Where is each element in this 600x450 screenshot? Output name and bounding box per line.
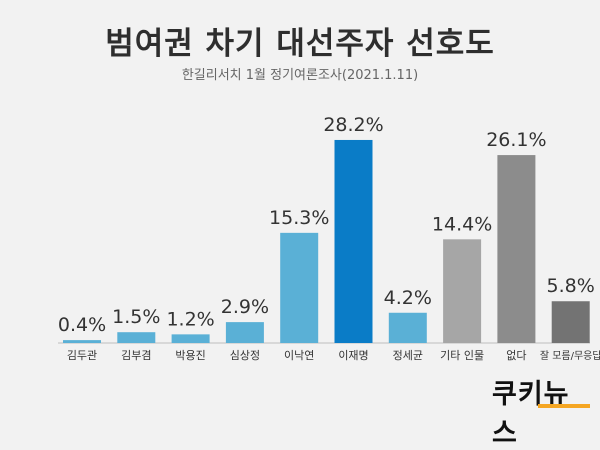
category-label-2: 김부겸 bbox=[121, 349, 151, 362]
bar-10 bbox=[551, 301, 590, 343]
bar-4 bbox=[225, 322, 264, 343]
bar-6 bbox=[334, 139, 373, 343]
value-label-8: 14.4% bbox=[432, 213, 492, 235]
category-label-7: 정세균 bbox=[393, 349, 423, 362]
value-label-4: 2.9% bbox=[221, 296, 269, 318]
bar-5 bbox=[280, 232, 319, 343]
bar-9 bbox=[497, 155, 536, 343]
category-label-4: 심상정 bbox=[230, 349, 260, 362]
logo: 쿠키뉴스 bbox=[492, 379, 570, 449]
value-label-10: 5.8% bbox=[547, 275, 595, 297]
bar-3 bbox=[171, 334, 210, 343]
value-label-5: 15.3% bbox=[269, 207, 329, 229]
category-label-1: 김두관 bbox=[67, 349, 97, 362]
bar-chart: 0.4% 김두관 1.5% 김부겸 1.2% 박용진 2.9% 심상정 15.3% 이낙연 28.2… bbox=[58, 114, 600, 362]
category-label-10: 잘 모름/무응답 bbox=[540, 350, 600, 362]
bar-1 bbox=[63, 340, 101, 343]
category-label-9: 없다 bbox=[506, 349, 526, 362]
category-label-3: 박용진 bbox=[175, 349, 205, 362]
bar-8 bbox=[443, 239, 482, 343]
logo-underline bbox=[538, 404, 590, 408]
value-label-2: 1.5% bbox=[112, 306, 160, 328]
category-label-8: 기타 인물 bbox=[440, 349, 484, 362]
value-label-3: 1.2% bbox=[166, 308, 214, 330]
value-label-7: 4.2% bbox=[384, 287, 432, 309]
value-label-6: 28.2% bbox=[323, 114, 383, 136]
value-label-9: 26.1% bbox=[486, 129, 546, 151]
chart-title: 범여권 차기 대선주자 선호도 bbox=[105, 26, 495, 62]
chart-subtitle: 한길리서치 1월 정기여론조사(2021.1.11) bbox=[181, 68, 419, 83]
category-label-6: 이재명 bbox=[338, 349, 368, 362]
category-label-5: 이낙연 bbox=[284, 349, 314, 362]
bar-2 bbox=[117, 332, 156, 343]
bar-7 bbox=[388, 312, 427, 343]
value-label-1: 0.4% bbox=[58, 314, 106, 336]
